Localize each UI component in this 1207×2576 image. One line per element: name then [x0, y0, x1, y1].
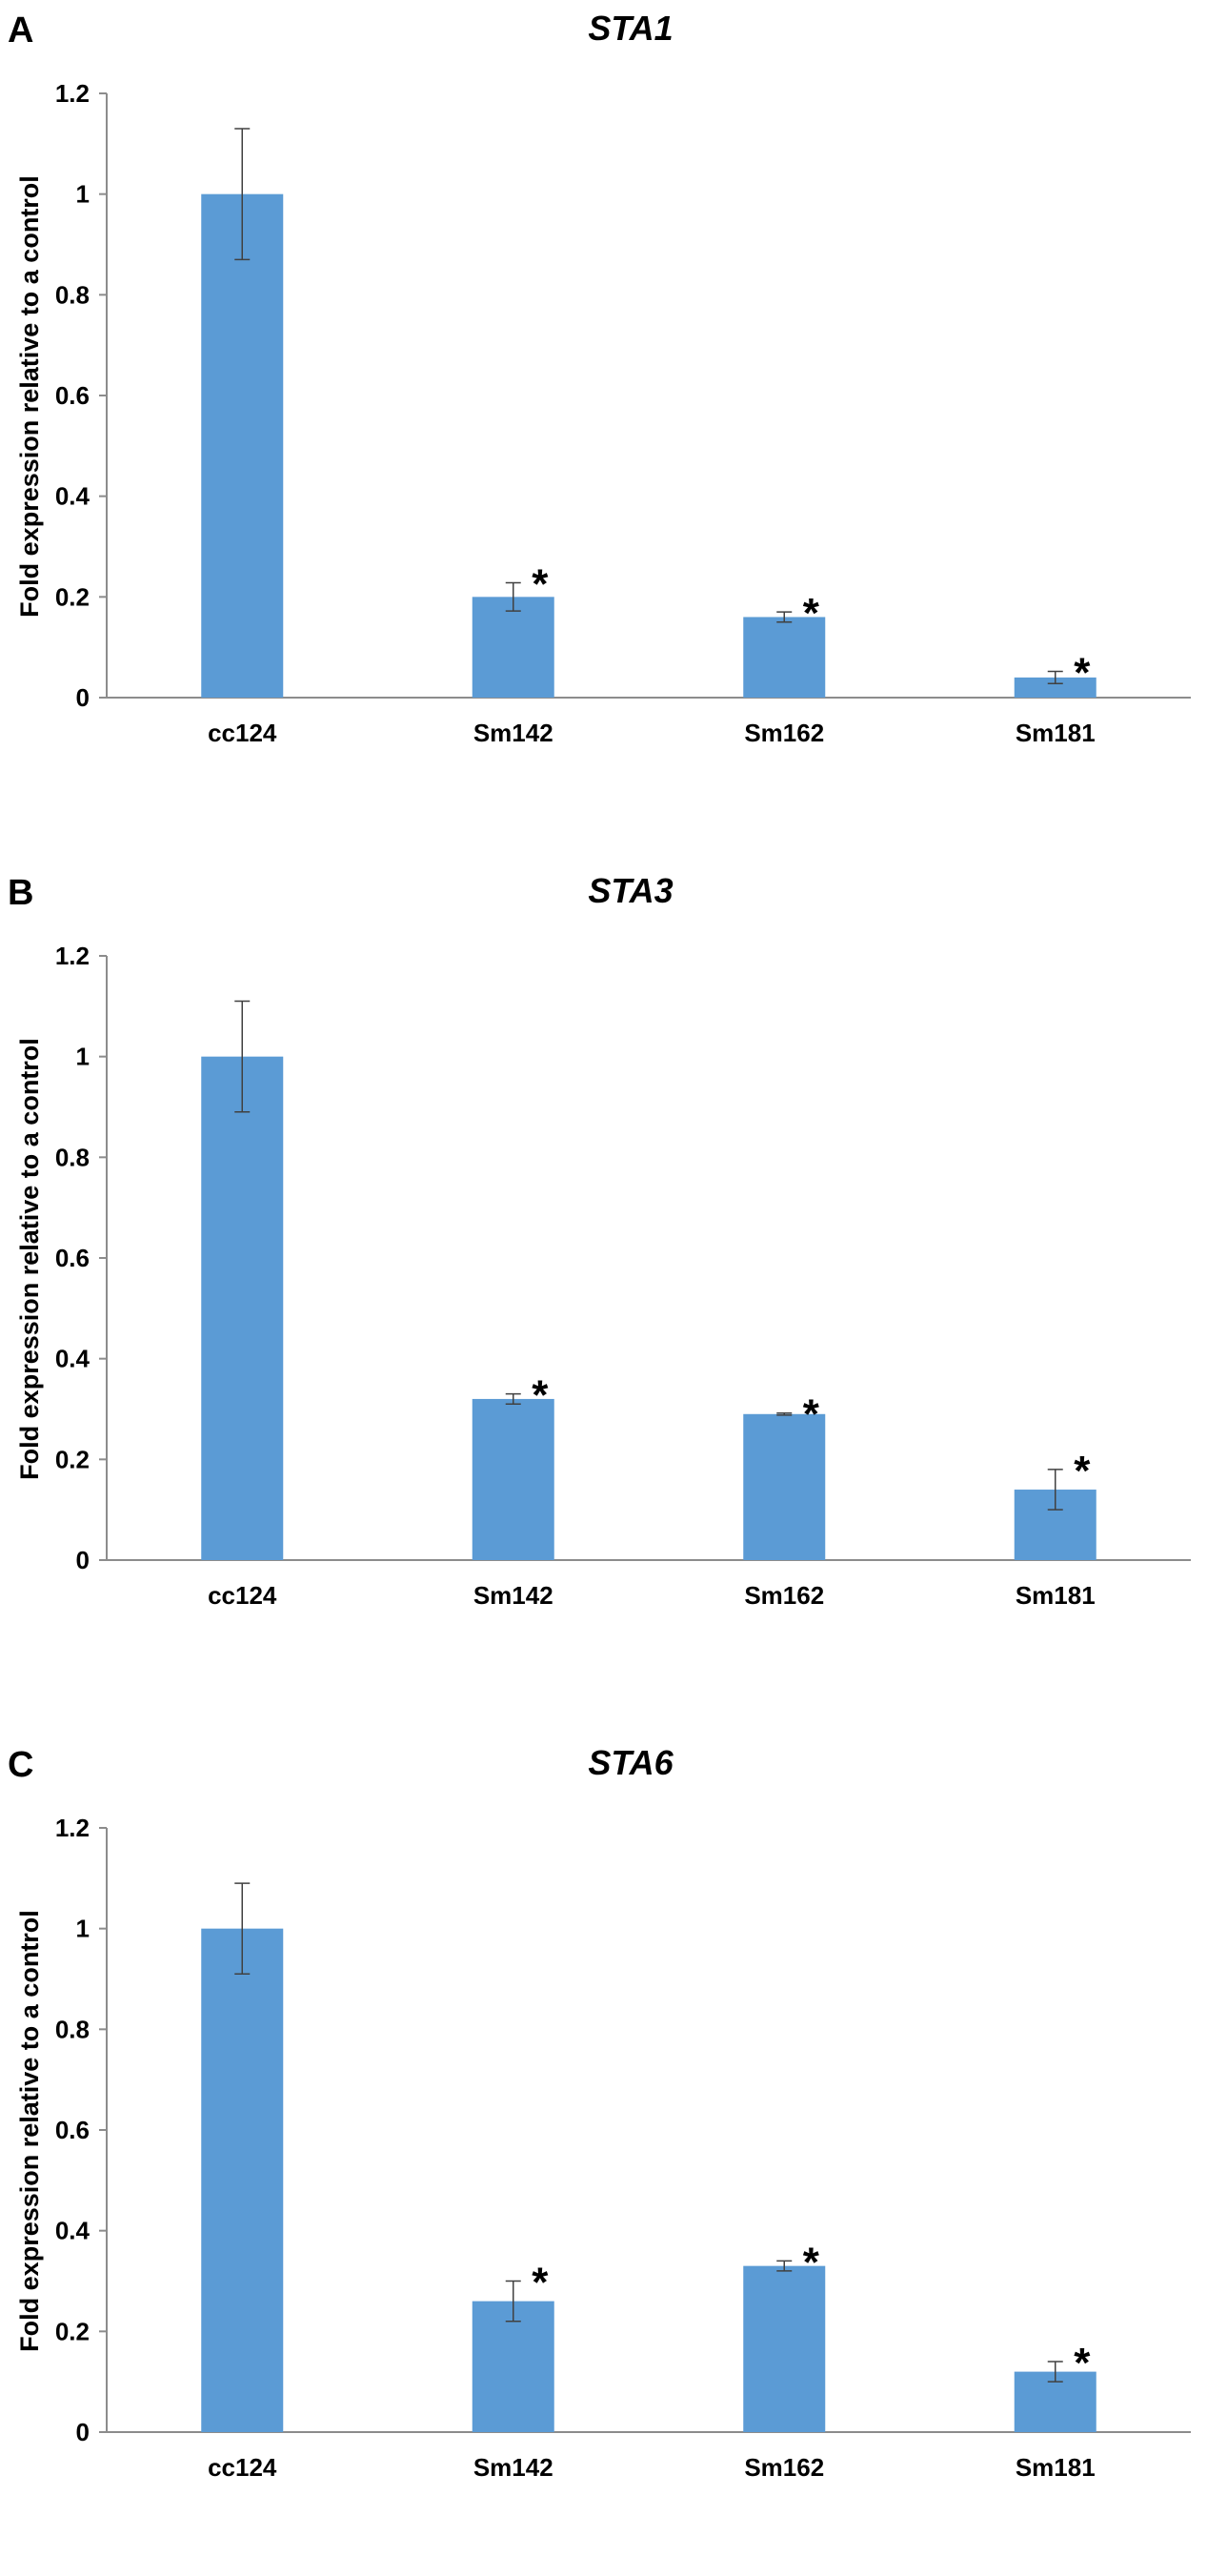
significance-marker: * [532, 561, 549, 608]
bar-sm162 [743, 617, 826, 698]
y-tick-label: 0.8 [55, 280, 90, 309]
x-tick-label: Sm181 [1016, 719, 1096, 747]
chart-title: STA3 [588, 871, 673, 910]
bar-cc124 [201, 1056, 284, 1560]
significance-marker: * [1074, 2340, 1091, 2386]
plot-area: 0 0.2 0.4 0.6 0.8 1 1.2 cc124 * Sm142 * Sm162 * Sm181 [55, 79, 1191, 747]
bar-sm181 [1014, 677, 1096, 698]
plot-area: 0 0.2 0.4 0.6 0.8 1 1.2 cc124 * Sm142 * Sm162 * Sm181 [55, 942, 1191, 1610]
y-tick-label: 0.8 [55, 1143, 90, 1171]
significance-marker: * [803, 590, 820, 637]
x-tick-label: cc124 [208, 719, 277, 747]
chart-svg-b: B STA3 Fold expression relative to a con… [8, 871, 1191, 1610]
chart-svg-a: A STA1 Fold expression relative to a con… [8, 9, 1191, 747]
y-tick-label: 0.2 [55, 1445, 90, 1473]
y-tick-label: 0.2 [55, 2317, 90, 2345]
y-tick-label: 0.2 [55, 582, 90, 611]
y-tick-label: 0 [76, 683, 90, 712]
panel-letter: A [8, 10, 33, 51]
y-axis-label: Fold expression relative to a control [15, 175, 44, 618]
y-tick-label: 0.4 [55, 2217, 91, 2245]
y-tick-label: 1.2 [55, 1814, 90, 1842]
x-tick-label: Sm181 [1016, 2453, 1096, 2482]
chart-svg-c: C STA6 Fold expression relative to a con… [8, 1743, 1191, 2482]
bar-sm142 [472, 1398, 554, 1560]
y-tick-label: 1 [76, 1915, 90, 1943]
chart-panel-c: C STA6 Fold expression relative to a con… [0, 1734, 1207, 2573]
significance-marker: * [532, 1372, 549, 1419]
bar-sm162 [743, 2265, 826, 2432]
significance-marker: * [532, 2260, 549, 2306]
y-axis-label: Fold expression relative to a control [15, 1910, 44, 2352]
chart-panel-b: B STA3 Fold expression relative to a con… [0, 862, 1207, 1701]
bar-cc124 [201, 193, 284, 698]
y-tick-label: 0.6 [55, 381, 90, 410]
y-tick-label: 0.4 [55, 1345, 91, 1373]
bar-sm162 [743, 1413, 826, 1560]
y-tick-label: 0.6 [55, 2116, 90, 2144]
x-tick-label: Sm162 [744, 2453, 824, 2482]
x-tick-label: Sm181 [1016, 1581, 1096, 1610]
x-tick-label: Sm142 [473, 719, 553, 747]
x-tick-label: Sm162 [744, 1581, 824, 1610]
bar-cc124 [201, 1928, 284, 2432]
y-tick-label: 1 [76, 1043, 90, 1071]
significance-marker: * [803, 2239, 820, 2285]
x-tick-label: Sm142 [473, 1581, 553, 1610]
chart-panel-a: A STA1 Fold expression relative to a con… [0, 0, 1207, 839]
y-tick-label: 0.8 [55, 2015, 90, 2043]
chart-title: STA6 [588, 1743, 674, 1782]
plot-area: 0 0.2 0.4 0.6 0.8 1 1.2 cc124 * Sm142 * Sm162 * Sm181 [55, 1814, 1191, 2482]
y-tick-label: 0 [76, 2418, 90, 2446]
y-tick-label: 0 [76, 1546, 90, 1574]
significance-marker: * [803, 1391, 820, 1438]
y-axis-label: Fold expression relative to a control [15, 1038, 44, 1480]
bar-sm142 [472, 597, 554, 698]
y-tick-label: 0.6 [55, 1244, 90, 1272]
significance-marker: * [1074, 1448, 1091, 1494]
significance-marker: * [1074, 650, 1091, 697]
panel-letter: C [8, 1745, 33, 1785]
chart-title: STA1 [588, 9, 673, 48]
x-tick-label: cc124 [208, 1581, 277, 1610]
bar-sm142 [472, 2301, 554, 2432]
y-tick-label: 0.4 [55, 482, 91, 511]
y-tick-label: 1 [76, 180, 90, 209]
y-tick-label: 1.2 [55, 942, 90, 970]
x-tick-label: cc124 [208, 2453, 277, 2482]
panel-letter: B [8, 873, 33, 913]
x-tick-label: Sm162 [744, 719, 824, 747]
x-tick-label: Sm142 [473, 2453, 553, 2482]
y-tick-label: 1.2 [55, 79, 90, 108]
